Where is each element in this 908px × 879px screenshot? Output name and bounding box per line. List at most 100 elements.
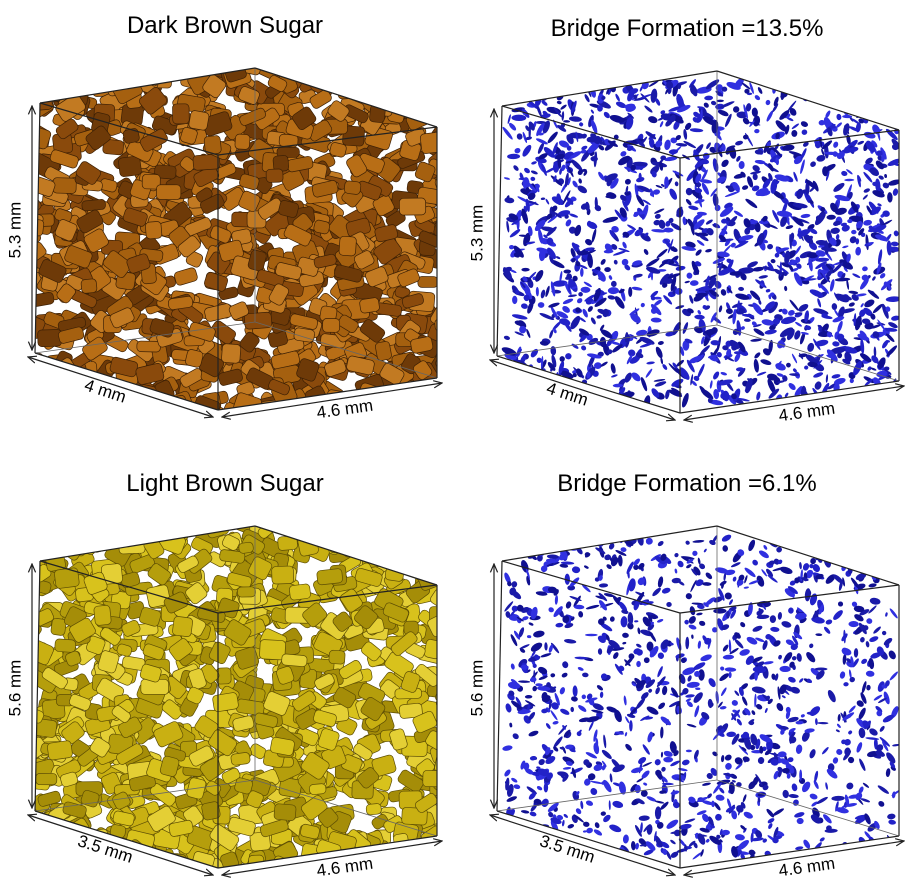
bridge [863, 298, 876, 309]
crystal [21, 385, 40, 398]
bridge [791, 123, 800, 130]
crystal [110, 824, 127, 838]
bridge [600, 258, 607, 266]
bridge [645, 705, 659, 717]
bridge [779, 565, 793, 575]
bridge [742, 810, 754, 820]
bridge [867, 89, 873, 100]
crystal [165, 853, 187, 871]
crystal [389, 842, 409, 862]
crystal [37, 384, 63, 402]
bridge [540, 652, 552, 658]
bridge [696, 239, 705, 247]
bridge [657, 651, 666, 660]
bridge [814, 380, 823, 390]
bridge [512, 533, 519, 545]
bridge [753, 173, 758, 180]
crystal [159, 64, 185, 80]
crystal [333, 70, 352, 89]
crystal [40, 836, 65, 856]
bridge [697, 640, 701, 649]
bridge [576, 184, 588, 195]
bridge [832, 341, 840, 347]
bridge [622, 259, 629, 266]
bridge [604, 535, 617, 543]
bridge [670, 686, 680, 698]
bridge [811, 541, 823, 555]
bridge [889, 671, 899, 682]
bridge [799, 537, 806, 541]
crystal [183, 863, 212, 879]
bridge [744, 197, 758, 209]
crystal [328, 507, 359, 533]
bridge [739, 648, 751, 657]
bridge [703, 548, 707, 553]
bridge [528, 730, 539, 738]
panel: Light Brown Sugar5.6 mm3.5 mm4.6 mm [5, 470, 465, 879]
bridge [825, 619, 833, 626]
width-label: 4.6 mm [315, 854, 374, 879]
crystal [43, 853, 70, 864]
bridge [685, 637, 689, 650]
crystal [81, 279, 98, 294]
crystal [70, 59, 95, 84]
bridge [726, 308, 734, 315]
crystal [393, 55, 411, 75]
crystal [185, 349, 204, 368]
bridge [758, 757, 765, 765]
bridge [836, 320, 844, 333]
crystal [91, 521, 112, 539]
crystal [437, 245, 458, 261]
bridge [831, 373, 841, 379]
bridge [822, 545, 828, 551]
crystal [82, 199, 106, 211]
crystal [418, 97, 441, 118]
crystal [309, 783, 326, 795]
bridge [887, 552, 894, 560]
crystal [101, 61, 125, 81]
crystal [200, 47, 227, 73]
bridge [561, 111, 564, 121]
bridge [578, 178, 583, 184]
crystal [72, 865, 96, 879]
bridge [836, 723, 841, 728]
crystal [410, 88, 438, 113]
bridge [580, 801, 584, 810]
crystal [372, 850, 392, 870]
crystal [405, 543, 430, 562]
bridge [852, 273, 861, 279]
bridge [847, 553, 853, 560]
bridge [675, 637, 682, 651]
bridge [510, 777, 518, 784]
bridge [854, 536, 861, 548]
bridge [690, 128, 704, 133]
bridge [610, 363, 617, 374]
bridge [590, 317, 597, 326]
crystal [142, 523, 168, 542]
bridge [609, 800, 611, 810]
bridge [794, 321, 802, 327]
bridge [865, 234, 869, 250]
bridge [812, 85, 818, 91]
crystal [244, 312, 272, 329]
crystal [379, 73, 399, 93]
crystal [110, 407, 131, 429]
crystal [438, 747, 460, 766]
bridge [776, 210, 792, 218]
bridge [639, 815, 650, 821]
bridge [696, 612, 703, 615]
bridge [798, 677, 804, 683]
bridge [657, 576, 664, 588]
bridge [612, 800, 624, 809]
crystal [26, 398, 58, 429]
crystal [426, 843, 455, 867]
bridge [699, 179, 712, 184]
crystal [435, 638, 459, 663]
crystal [23, 62, 47, 78]
crystal [172, 616, 193, 637]
bridge [819, 548, 823, 553]
bridge [705, 248, 712, 253]
bridge [563, 269, 571, 273]
bridge [885, 92, 891, 103]
bridge [676, 560, 685, 569]
